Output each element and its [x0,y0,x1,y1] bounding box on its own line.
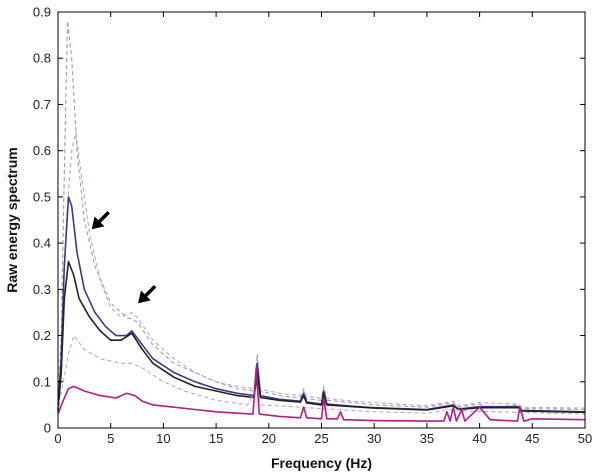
series-line-2 [57,131,586,409]
x-tick-label: 25 [314,431,328,446]
axes-layer: 0 5 10 15 20 25 30 35 40 45 50 0 0.1 0.2 0.3 0.4 0.5 0.6 0… [33,5,592,447]
y-tick-label: 0.5 [33,189,51,204]
y-tick-label: 0.4 [33,236,51,251]
y-tick-label: 0 [44,421,51,436]
x-tick-label: 40 [472,431,486,446]
x-tick-label: 0 [54,431,61,446]
y-tick-label: 0.3 [33,282,51,297]
x-tick-label: 45 [525,431,539,446]
y-axis-label: Raw energy spectrum [4,147,20,293]
x-tick-label: 35 [420,431,434,446]
annotation-layer [91,211,157,304]
y-tick-label: 0.8 [33,51,51,66]
x-tick-label: 20 [262,431,276,446]
x-tick-label: 5 [107,431,114,446]
y-tick-label: 0.6 [33,143,51,158]
series-line-1 [57,20,586,411]
series-line-5 [57,335,586,415]
series-line-3 [57,196,586,413]
x-tick-label: 50 [578,431,592,446]
x-tick-label: 30 [367,431,381,446]
series-layer [57,20,586,422]
series-line-6 [57,367,586,422]
x-tick-label: 10 [156,431,170,446]
y-tick-label: 0.2 [33,328,51,343]
x-axis-label: Frequency (Hz) [271,455,372,471]
y-tick-label: 0.9 [33,5,51,20]
arrow-head [91,216,105,230]
y-tick-label: 0.7 [33,97,51,112]
arrow-head [138,290,151,304]
annotation-arrow-2 [138,284,157,304]
annotation-arrow-1 [91,211,110,230]
x-tick-label: 15 [209,431,223,446]
y-tick-label: 0.1 [33,374,51,389]
